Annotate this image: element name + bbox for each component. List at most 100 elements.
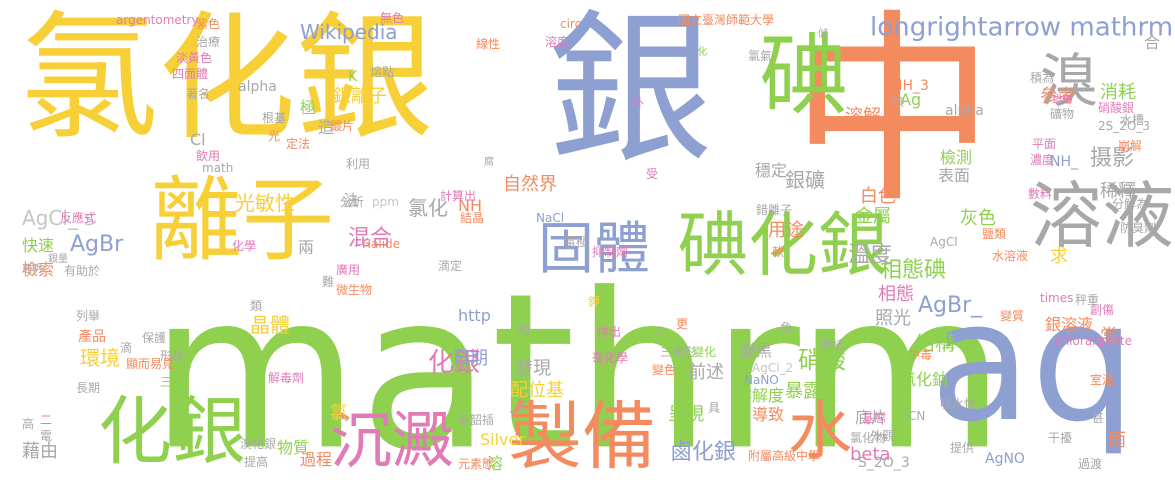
word-long-term: 長期 (76, 381, 101, 395)
word-melting-point: 熔點 (370, 65, 395, 79)
word-bromine: 溴 (1040, 47, 1099, 115)
word-metal: 金屬 (855, 206, 891, 227)
word-fa: 法 (343, 191, 360, 210)
word-halide: Halide (362, 237, 401, 251)
word-by-means: 藉由 (22, 441, 58, 462)
word-silver-bromide: 溴化銀 (240, 437, 277, 451)
word-agno: AgNO (985, 451, 1025, 467)
word-nitric-acid: 硝酸 (798, 346, 846, 374)
word-agcl-s: AgCl_ s (22, 206, 95, 230)
word-triangle: 三角形 (660, 345, 697, 359)
word-retrieve: 檢索 (22, 260, 55, 279)
word-solubility-short: 溶度 (545, 35, 570, 49)
word-decomposes-into: 分解為 (1112, 197, 1149, 211)
word-transparent: 透明 (22, 264, 42, 275)
word-chlorination: 氯化 (408, 196, 448, 220)
word-rong: 溶 (484, 455, 503, 471)
word-mercury: 求 (1050, 246, 1068, 267)
word-fu: 腐 (484, 157, 494, 168)
word-radical: 根基 (262, 111, 287, 125)
word-consume: 消耗 (1100, 82, 1136, 103)
word-alpha-2: alpha (238, 79, 277, 95)
word-tetrahedron: 四面體 (172, 67, 209, 81)
word-use: 用途 (768, 220, 804, 241)
word-antidote: 解毒劑 (268, 371, 305, 385)
word-salts: 鹽類 (982, 227, 1007, 241)
word-film: 底片 (855, 408, 888, 427)
word-potassium: 鉀 (588, 295, 601, 309)
word-nh: NH (458, 196, 482, 215)
word-shape: 形狀 (160, 349, 185, 363)
word-substance: 物質 (277, 438, 310, 457)
word-person-name: 蔡韶插 (458, 413, 495, 427)
word-temperature: 溫度 (848, 243, 893, 268)
word-math: math (202, 161, 234, 175)
word-lei: 類 (250, 299, 263, 313)
word-aq: aq (930, 266, 1136, 458)
word-dissolve: 溶解 (845, 106, 881, 127)
word-sodium-chloride: 氯化鈉 (900, 370, 949, 389)
word-discolor: 變色 (652, 363, 677, 377)
word-change: 變化 (692, 345, 717, 359)
word-silver-chloride: 氯化銀 (20, 0, 435, 159)
word-zao: 造 (318, 118, 335, 137)
word-about: 約 (518, 323, 531, 337)
word-surface: 表面 (938, 166, 971, 185)
word-silver-iodide: 碘化銀 (678, 204, 888, 286)
word-famous: 著名 (186, 87, 211, 101)
word-cl: Cl (190, 130, 206, 149)
word-chlorargyrite: chlorargyrite (1055, 334, 1132, 348)
word-process: 過程 (300, 450, 333, 469)
word-hygroscopic: 吸水性 (940, 397, 977, 411)
word-enumerate: 列舉 (76, 309, 101, 323)
word-silver-nitrate: 硝酸銀 (1098, 101, 1135, 115)
word-mix: 混合 (348, 226, 393, 251)
word-ntnu: 國立臺灣師範大學 (678, 13, 775, 27)
word-nh-underscore: NH_ (1050, 154, 1078, 170)
word-nano: NaNO (744, 373, 779, 387)
word-white: 白色 (860, 186, 896, 207)
word-analysis: 分析 (340, 195, 365, 209)
word-c: C (656, 325, 665, 339)
word-solution: 溶液 (1030, 174, 1175, 258)
word-chemistry: 化學 (232, 239, 257, 253)
word-affiliated-high-school: 附屬高級中學 (748, 449, 821, 463)
word-huayin-green: 化銀 (98, 389, 246, 475)
word-agbr-underscore: AgBr_ (918, 293, 983, 318)
word-aqueous-solution: 水溶液 (992, 249, 1029, 263)
word-discharge: 排出 (597, 325, 622, 339)
word-illumination: 照光 (875, 308, 911, 329)
word-silver-solution: 銀溶液 (1045, 315, 1094, 334)
word-silver-en: Silver (480, 430, 525, 449)
word-crystallize: 結晶 (460, 211, 485, 225)
word-triphenyl: 三苯 (160, 375, 185, 389)
word-k: K (348, 69, 358, 85)
word-longrightarrow: longrightarrow mathrm (870, 11, 1174, 42)
word-agcl2: AgCl_2 (752, 361, 794, 375)
word-sub-2: _2 (510, 397, 526, 413)
word-more: 更 (676, 317, 689, 331)
word-product-is: 積為 (1030, 71, 1055, 85)
word-water-tank: 水槽 (1120, 113, 1145, 127)
word-soft: 軟 (772, 245, 785, 259)
word-2s2o3: 2S_2O_3 (1098, 119, 1150, 133)
word-poisoning: 中毒 (908, 348, 933, 362)
word-structure: 結構 (915, 331, 955, 355)
word-shou: 受 (646, 167, 659, 181)
word-reaction-formula: 反應式 (60, 211, 97, 225)
word-hua: 化 (695, 46, 706, 56)
word-angle: 角 (780, 321, 793, 335)
word-solid: 固體 (538, 217, 650, 282)
word-photosensitivity: 光敏性 (235, 191, 295, 215)
word-darken: 變黑 (740, 341, 773, 360)
word-link: 連結 (820, 338, 845, 352)
word-huayin-pink: 化銀 (428, 348, 481, 378)
word-transition: 過渡 (1078, 457, 1103, 471)
word-solubility: 溶解度 (736, 386, 785, 405)
word-cn: CN (908, 409, 926, 423)
word-linear: 線性 (476, 37, 501, 51)
word-aforementioned: 前述 (688, 362, 724, 383)
word-cause: 導致 (752, 405, 785, 424)
word-nature: 自然界 (503, 174, 557, 195)
word-agbr: AgBr (70, 232, 124, 257)
